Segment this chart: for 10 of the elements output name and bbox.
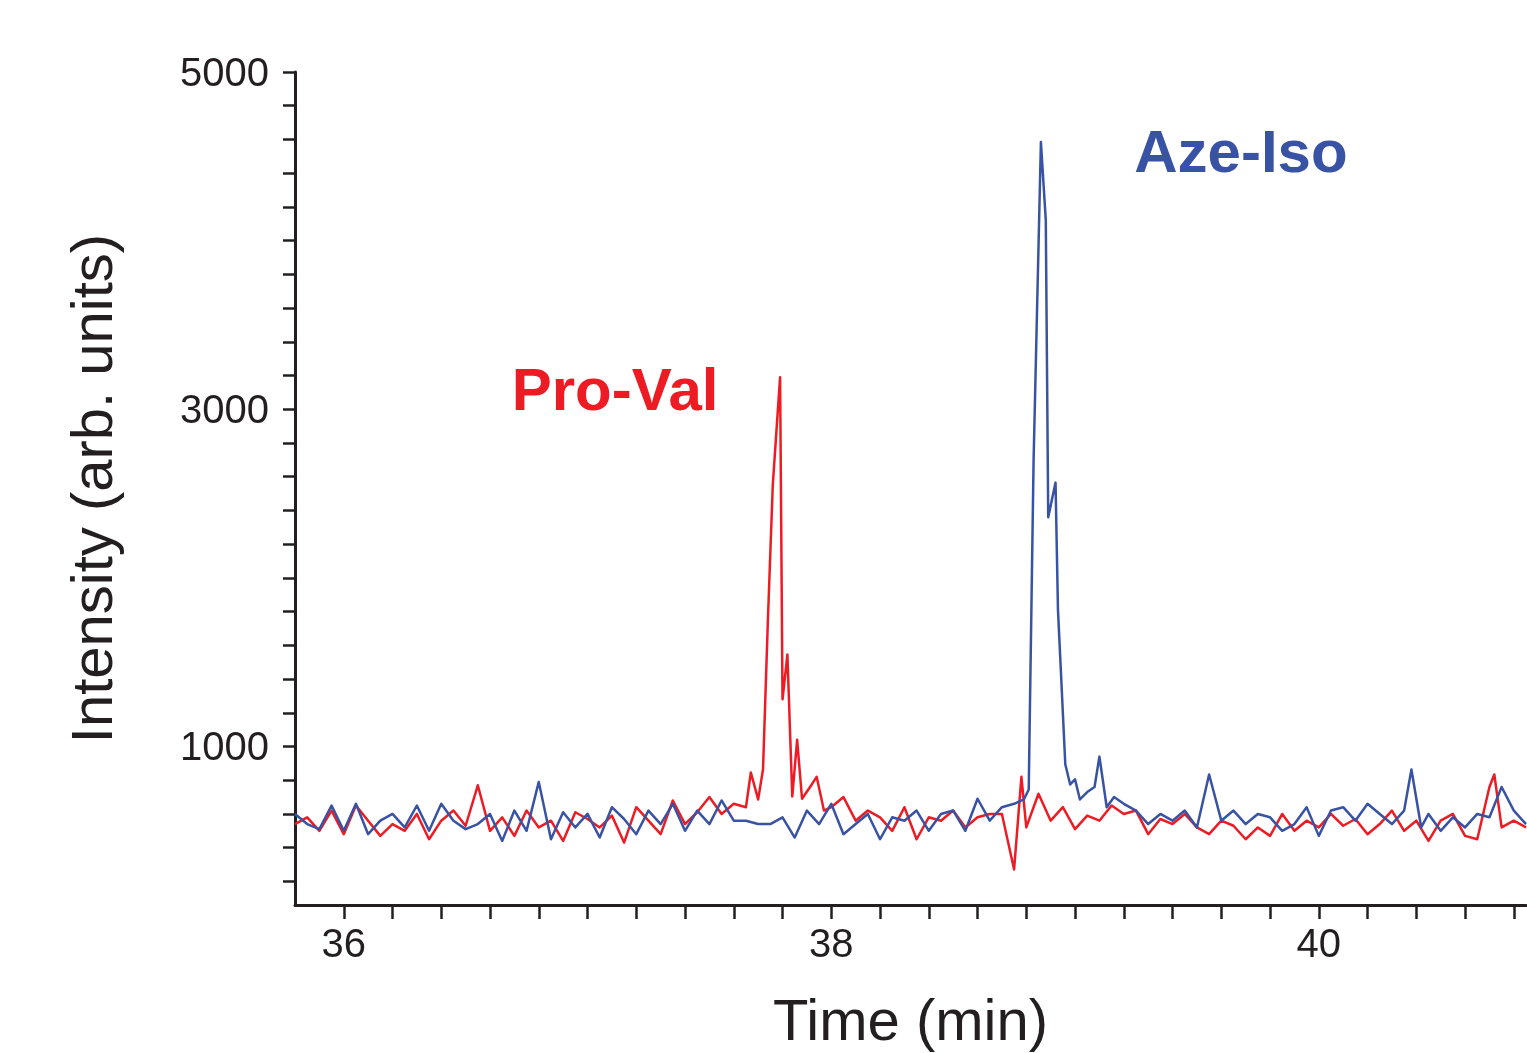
y-axis-title: Intensity (arb. units) — [58, 233, 124, 744]
x-tick-label: 40 — [1296, 921, 1342, 965]
series-label: Pro-Val — [511, 355, 719, 423]
series-label: Aze-Iso — [1134, 118, 1348, 186]
x-tick-label: 36 — [321, 921, 366, 965]
y-tick-label: 3000 — [180, 387, 269, 432]
x-tick-label: 38 — [809, 921, 854, 965]
y-tick-label: 5000 — [180, 50, 269, 94]
x-axis-title: Time (min) — [773, 986, 1048, 1052]
y-tick-label: 1000 — [180, 724, 269, 769]
